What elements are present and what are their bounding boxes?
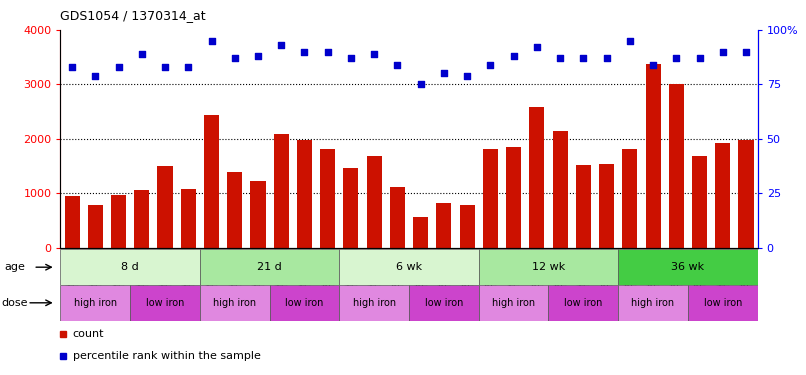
Text: 8 d: 8 d bbox=[121, 262, 139, 272]
Bar bbox=[622, 148, 638, 248]
Bar bbox=[274, 134, 289, 248]
Text: low iron: low iron bbox=[704, 298, 742, 308]
Text: 6 wk: 6 wk bbox=[396, 262, 422, 272]
Bar bbox=[111, 195, 126, 248]
Bar bbox=[181, 189, 196, 248]
Bar bbox=[204, 116, 219, 248]
Bar bbox=[60, 249, 200, 285]
Point bbox=[623, 38, 636, 44]
Point bbox=[159, 64, 172, 70]
Bar bbox=[130, 285, 200, 321]
Text: 12 wk: 12 wk bbox=[532, 262, 565, 272]
Point bbox=[368, 51, 380, 57]
Bar bbox=[459, 205, 475, 248]
Bar bbox=[479, 285, 548, 321]
Bar bbox=[227, 172, 243, 248]
Text: age: age bbox=[5, 262, 26, 272]
Point bbox=[600, 55, 613, 61]
Point bbox=[484, 62, 496, 68]
Bar bbox=[60, 285, 130, 321]
Point bbox=[670, 55, 683, 61]
Point bbox=[205, 38, 218, 44]
Bar bbox=[200, 285, 269, 321]
Point bbox=[740, 49, 753, 55]
Point bbox=[693, 55, 706, 61]
Text: high iron: high iron bbox=[631, 298, 675, 308]
Point bbox=[228, 55, 241, 61]
Point bbox=[646, 62, 659, 68]
Bar bbox=[688, 285, 758, 321]
Bar bbox=[692, 156, 707, 248]
Point bbox=[554, 55, 567, 61]
Point bbox=[182, 64, 195, 70]
Text: 36 wk: 36 wk bbox=[671, 262, 704, 272]
Point bbox=[507, 53, 520, 59]
Point bbox=[344, 55, 357, 61]
Text: high iron: high iron bbox=[73, 298, 117, 308]
Point bbox=[89, 73, 102, 79]
Text: low iron: low iron bbox=[146, 298, 185, 308]
Bar bbox=[479, 249, 618, 285]
Text: GDS1054 / 1370314_at: GDS1054 / 1370314_at bbox=[60, 9, 206, 22]
Text: low iron: low iron bbox=[564, 298, 603, 308]
Bar bbox=[64, 196, 80, 248]
Point bbox=[717, 49, 729, 55]
Bar bbox=[646, 64, 661, 248]
Bar bbox=[530, 107, 544, 248]
Bar bbox=[339, 285, 409, 321]
Bar bbox=[413, 216, 428, 248]
Bar bbox=[436, 203, 451, 248]
Point bbox=[275, 42, 288, 48]
Text: count: count bbox=[73, 329, 104, 339]
Bar bbox=[390, 187, 405, 248]
Point bbox=[438, 70, 451, 76]
Bar bbox=[88, 205, 103, 248]
Point bbox=[65, 64, 78, 70]
Text: percentile rank within the sample: percentile rank within the sample bbox=[73, 351, 260, 361]
Bar bbox=[553, 131, 567, 248]
Point bbox=[322, 49, 334, 55]
Bar bbox=[343, 168, 359, 248]
Bar bbox=[339, 249, 479, 285]
Point bbox=[414, 81, 427, 87]
Text: high iron: high iron bbox=[352, 298, 396, 308]
Bar bbox=[320, 148, 335, 248]
Bar bbox=[599, 164, 614, 248]
Point bbox=[298, 49, 311, 55]
Text: high iron: high iron bbox=[213, 298, 256, 308]
Bar bbox=[200, 249, 339, 285]
Point bbox=[530, 44, 543, 50]
Bar bbox=[575, 165, 591, 248]
Text: low iron: low iron bbox=[425, 298, 463, 308]
Point bbox=[461, 73, 474, 79]
Bar bbox=[548, 285, 618, 321]
Bar bbox=[506, 147, 521, 248]
Point bbox=[577, 55, 590, 61]
Bar bbox=[738, 140, 754, 248]
Bar bbox=[669, 84, 683, 248]
Bar bbox=[367, 156, 382, 248]
Bar bbox=[251, 181, 265, 248]
Point bbox=[251, 53, 264, 59]
Bar bbox=[483, 148, 498, 248]
Bar bbox=[409, 285, 479, 321]
Bar bbox=[269, 285, 339, 321]
Bar bbox=[715, 142, 730, 248]
Point bbox=[112, 64, 125, 70]
Bar bbox=[618, 249, 758, 285]
Point bbox=[135, 51, 148, 57]
Text: dose: dose bbox=[1, 298, 27, 308]
Bar bbox=[157, 166, 172, 248]
Point bbox=[391, 62, 404, 68]
Bar bbox=[135, 190, 149, 248]
Text: 21 d: 21 d bbox=[257, 262, 282, 272]
Bar bbox=[618, 285, 688, 321]
Text: high iron: high iron bbox=[492, 298, 535, 308]
Text: low iron: low iron bbox=[285, 298, 324, 308]
Bar bbox=[297, 140, 312, 248]
